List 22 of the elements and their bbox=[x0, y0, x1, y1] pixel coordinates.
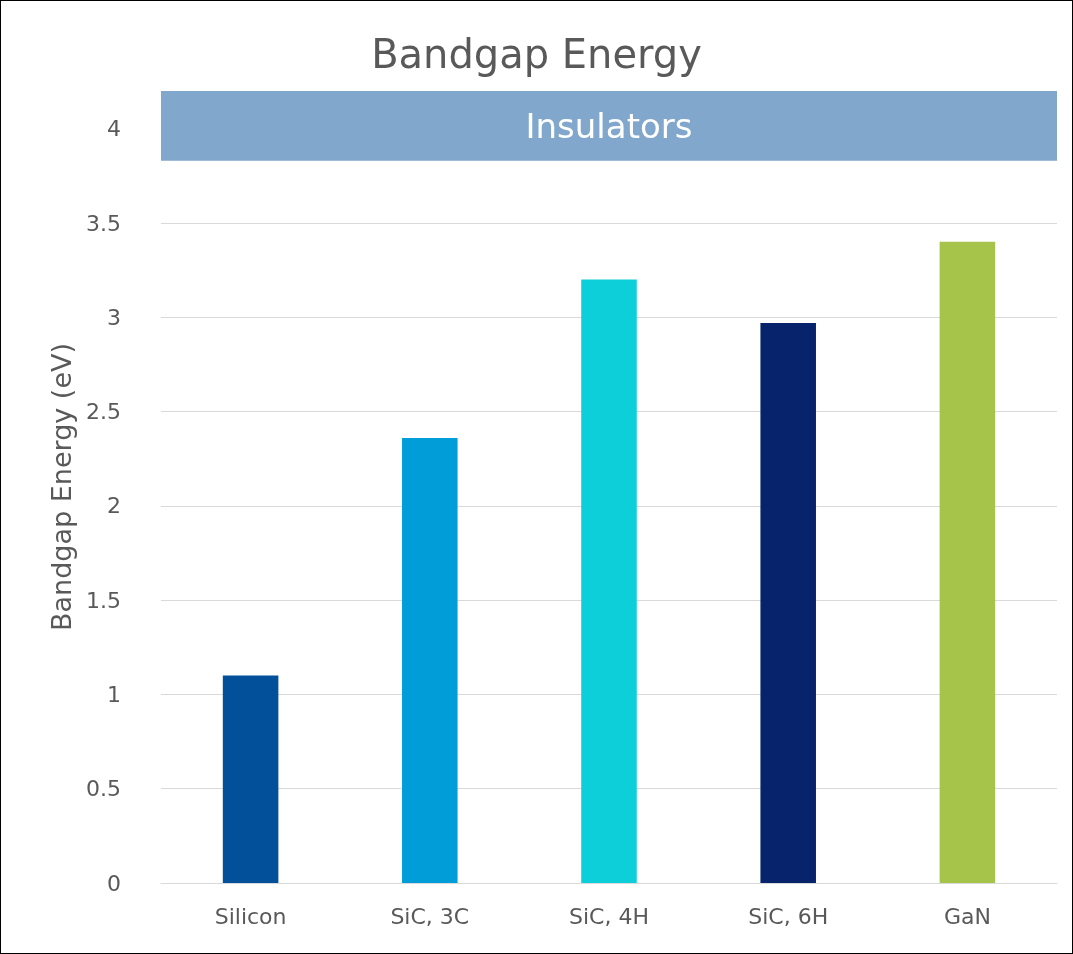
x-tick-label: SiC, 6H bbox=[748, 903, 829, 929]
y-axis-title: Bandgap Energy (eV) bbox=[46, 343, 78, 631]
y-tick-label: 4 bbox=[107, 116, 121, 142]
y-tick-label: 2 bbox=[107, 493, 121, 519]
x-tick-label: SiC, 4H bbox=[569, 903, 649, 929]
y-tick-label: 1 bbox=[107, 681, 121, 707]
y-tick-label: 3.5 bbox=[86, 210, 121, 236]
x-tick-label: SiC, 3C bbox=[390, 903, 470, 929]
y-tick-label: 3 bbox=[107, 304, 121, 330]
chart-title: Bandgap Energy bbox=[371, 31, 702, 77]
bar bbox=[939, 241, 996, 883]
y-tick-label: 0 bbox=[107, 870, 121, 896]
bar bbox=[222, 675, 279, 883]
bar bbox=[581, 279, 637, 883]
bar bbox=[402, 437, 458, 883]
x-tick-label: GaN bbox=[943, 903, 991, 929]
y-tick-label: 2.5 bbox=[86, 399, 121, 425]
x-tick-label: Silicon bbox=[214, 903, 287, 929]
y-tick-label: 0.5 bbox=[86, 776, 121, 802]
bar bbox=[760, 322, 816, 883]
y-tick-label: 1.5 bbox=[86, 587, 121, 613]
band-label: Insulators bbox=[525, 105, 693, 146]
